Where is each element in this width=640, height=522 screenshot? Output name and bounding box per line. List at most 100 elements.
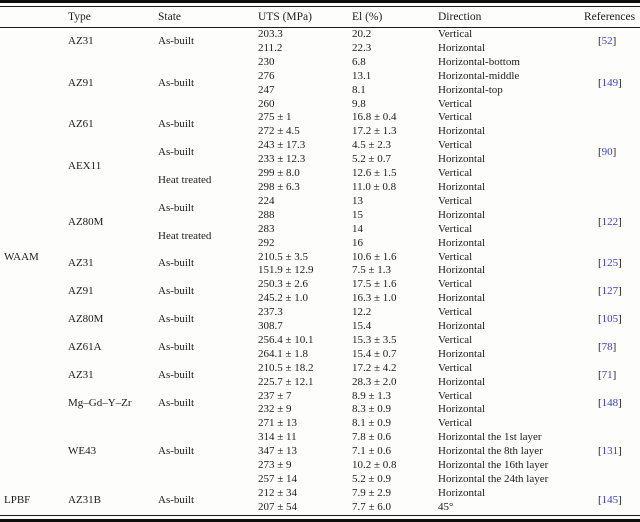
reference-link[interactable]: 52 xyxy=(601,34,613,47)
table-row: WE43 As-built 271 ± 13 8.1 ± 0.9 Vertical [13… xyxy=(0,417,640,457)
table-cell: Mg–Gd–Y–Zr xyxy=(68,396,132,409)
table-row: Mg–Gd–Y–Zr As-built 237 ± 7 8.9 ± 1.3 Vertic… xyxy=(0,389,640,409)
process-group-cell: LPBF xyxy=(4,493,31,506)
table-cell: Horizontal xyxy=(438,153,486,166)
table-row: 292 16 Horizontal xyxy=(0,237,640,251)
reference-link[interactable]: 122 xyxy=(601,215,619,228)
table-cell: AZ80M xyxy=(68,215,104,228)
table-cell: 298 ± 6.3 xyxy=(258,180,300,193)
table-cell: 10.2 ± 0.8 xyxy=(352,459,397,472)
table-row: AZ91 As-built 250.3 ± 2.6 17.5 ± 1.6 Vertica… xyxy=(0,278,640,297)
table-row: 207 ± 54 7.7 ± 6.0 45° xyxy=(0,501,640,515)
column-header-state: State xyxy=(154,7,254,28)
table-row: LPBF AZ31B As-built 212 ± 34 7.9 ± 2.9 Horizo… xyxy=(0,486,640,506)
table-cell: 247 xyxy=(258,83,275,96)
table-cell: 6.8 xyxy=(352,55,366,68)
table-cell: AZ31 xyxy=(68,368,94,381)
table-cell: 211.2 xyxy=(258,41,283,54)
table-cell: AEX11 xyxy=(68,160,102,173)
table-cell: AZ31B xyxy=(68,493,101,506)
column-header-process xyxy=(0,7,64,28)
reference-cell: [90] xyxy=(598,146,617,159)
reference-cell: [71] xyxy=(598,368,617,381)
table-row: 232 ± 9 8.3 ± 0.9 Horizontal xyxy=(0,403,640,417)
table-cell: 11.0 ± 0.8 xyxy=(352,180,397,193)
table-row: 308.7 15.4 Horizontal xyxy=(0,320,640,334)
table-cell: As-built xyxy=(158,34,195,47)
table-body: WAAM AZ31 As-built 203.3 20.2 Vertical [52] 211… xyxy=(0,28,640,515)
table-cell: Horizontal xyxy=(438,41,486,54)
table-cell: Horizontal xyxy=(438,180,486,193)
table-cell: 203.3 xyxy=(258,28,283,40)
table-cell: 260 xyxy=(258,97,275,110)
table-cell: 250.3 ± 2.6 xyxy=(258,278,309,291)
table-cell: Vertical xyxy=(438,139,473,152)
table-cell: Vertical xyxy=(438,28,473,40)
column-header-references: References xyxy=(580,7,640,28)
table-top-rule xyxy=(0,0,640,7)
reference-link[interactable]: 125 xyxy=(601,257,619,270)
table-cell: 272 ± 4.5 xyxy=(258,125,300,138)
table-cell: 8.1 ± 0.9 xyxy=(352,417,392,430)
reference-link[interactable]: 149 xyxy=(601,76,619,89)
column-header-el: El (%) xyxy=(348,7,434,28)
table-cell: 212 ± 34 xyxy=(258,486,298,499)
table-row: AZ80M As-built 224 13 Vertical [122] xyxy=(0,194,640,228)
reference-link[interactable]: 127 xyxy=(601,285,619,298)
table-row: 247 8.1 Horizontal-top xyxy=(0,84,640,98)
table-cell: AZ80M xyxy=(68,313,104,326)
table-row: 225.7 ± 12.1 28.3 ± 2.0 Horizontal xyxy=(0,376,640,390)
table-cell: 12.2 xyxy=(352,306,372,319)
table-cell: 8.9 ± 1.3 xyxy=(352,389,392,402)
table-cell: As-built xyxy=(158,340,195,353)
table-cell: Horizontal the 24th layer xyxy=(438,473,549,485)
reference-cell: [127] xyxy=(598,285,622,298)
table-cell: 16.3 ± 1.0 xyxy=(352,292,397,305)
table-row: 257 ± 14 5.2 ± 0.9 Horizontal the 24th lay… xyxy=(0,473,640,487)
table-cell: 16.8 ± 0.4 xyxy=(352,111,397,124)
table-cell: WE43 xyxy=(68,445,97,458)
table-cell: 233 ± 12.3 xyxy=(258,153,306,166)
table-row: Heat treated 299 ± 8.0 12.6 ± 1.5 Vertical xyxy=(0,167,640,186)
table-cell: 16 xyxy=(352,236,363,249)
reference-link[interactable]: 148 xyxy=(601,396,619,409)
mechanical-properties-table: Type State UTS (MPa) El (%) Direction Re… xyxy=(0,7,640,515)
table-row: 288 15 Horizontal xyxy=(0,209,640,223)
table-cell: Heat treated xyxy=(158,229,212,242)
table-cell: As-built xyxy=(158,118,195,131)
table-bottom-rule xyxy=(0,514,640,522)
column-header-uts: UTS (MPa) xyxy=(254,7,348,28)
reference-link[interactable]: 131 xyxy=(601,445,619,458)
reference-cell: [148] xyxy=(598,396,622,409)
table-cell: 5.2 ± 0.9 xyxy=(352,473,392,485)
table-header-row: Type State UTS (MPa) El (%) Direction Re… xyxy=(0,7,640,28)
table-row: 272 ± 4.5 17.2 ± 1.3 Horizontal xyxy=(0,125,640,139)
reference-link[interactable]: 90 xyxy=(601,146,613,159)
reference-link[interactable]: 71 xyxy=(601,368,613,381)
table-row: AZ61 As-built 275 ± 1 16.8 ± 0.4 Vertical [90… xyxy=(0,111,640,158)
table-cell: 13 xyxy=(352,194,363,207)
table-cell: 17.5 ± 1.6 xyxy=(352,278,397,291)
table-cell: As-built xyxy=(158,368,195,381)
table-cell: AZ61A xyxy=(68,340,102,353)
table-cell: Horizontal-middle xyxy=(438,69,520,82)
table-cell: 15.4 xyxy=(352,320,372,333)
table-cell: AZ31 xyxy=(68,257,94,270)
table-cell: 224 xyxy=(258,194,275,207)
reference-link[interactable]: 105 xyxy=(601,313,619,326)
reference-cell: [125] xyxy=(598,257,622,270)
table-cell: 257 ± 14 xyxy=(258,473,298,485)
table-cell: Vertical xyxy=(438,278,473,291)
table-cell: 15.3 ± 3.5 xyxy=(352,333,397,346)
column-header-type: Type xyxy=(64,7,154,28)
table-row: AZ61A As-built 256.4 ± 10.1 15.3 ± 3.5 Verti… xyxy=(0,333,640,353)
table-row: 211.2 22.3 Horizontal xyxy=(0,42,640,56)
table-cell: 10.6 ± 1.6 xyxy=(352,250,397,263)
reference-link[interactable]: 145 xyxy=(601,493,619,506)
table-cell: Vertical xyxy=(438,97,473,110)
table-cell: AZ91 xyxy=(68,76,94,89)
reference-link[interactable]: 78 xyxy=(601,340,613,353)
table-cell: Vertical xyxy=(438,306,473,319)
table-cell: 15.4 ± 0.7 xyxy=(352,347,397,360)
